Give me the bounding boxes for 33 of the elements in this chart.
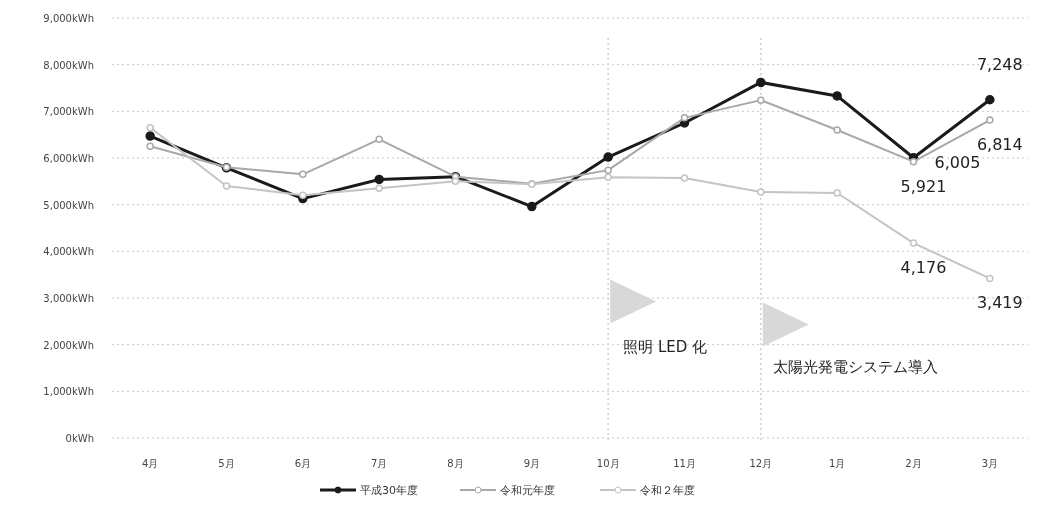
y-tick-label: 9,000kWh [43, 13, 94, 24]
data-label: 4,176 [900, 258, 947, 278]
ref-line-label: 照明 LED 化 [623, 337, 708, 356]
y-tick-label: 0kWh [65, 433, 94, 444]
x-tick-label: 4月 [141, 458, 159, 469]
x-tick-label: 3月 [981, 458, 999, 469]
x-tick-label: 6月 [294, 458, 312, 469]
data-label: 3,419 [976, 293, 1023, 313]
legend-label: 令和元年度 [500, 484, 555, 497]
data-label: 6,005 [934, 152, 981, 172]
data-label: 5,921 [900, 176, 947, 196]
x-tick-label: 12月 [749, 458, 773, 469]
x-tick-label: 8月 [447, 458, 464, 469]
ref-line-label: 太陽光発電システム導入 [772, 357, 938, 376]
legend-label: 平成30年度 [360, 484, 418, 497]
y-tick-label: 4,000kWh [43, 246, 94, 258]
x-tick-label: 1月 [828, 458, 846, 469]
y-tick-label: 7,000kWh [43, 106, 94, 118]
y-tick-label: 6,000kWh [43, 153, 94, 164]
x-tick-label: 7月 [370, 458, 388, 469]
x-tick-label: 5月 [218, 458, 235, 469]
data-label: 6,814 [976, 135, 1023, 155]
x-tick-label: 10月 [596, 458, 620, 469]
x-tick-label: 9月 [523, 458, 541, 469]
legend-label: 令和２年度 [640, 484, 695, 497]
x-tick-label: 2月 [905, 458, 922, 469]
y-tick-label: 2,000kWh [43, 339, 94, 351]
y-tick-label: 8,000kWh [43, 59, 94, 71]
y-tick-label: 3,000kWh [43, 293, 94, 304]
y-tick-label: 5,000kWh [43, 199, 94, 211]
x-tick-label: 11月 [673, 458, 696, 469]
y-tick-label: 1,000kWh [43, 386, 94, 398]
data-label: 7,248 [976, 54, 1023, 74]
